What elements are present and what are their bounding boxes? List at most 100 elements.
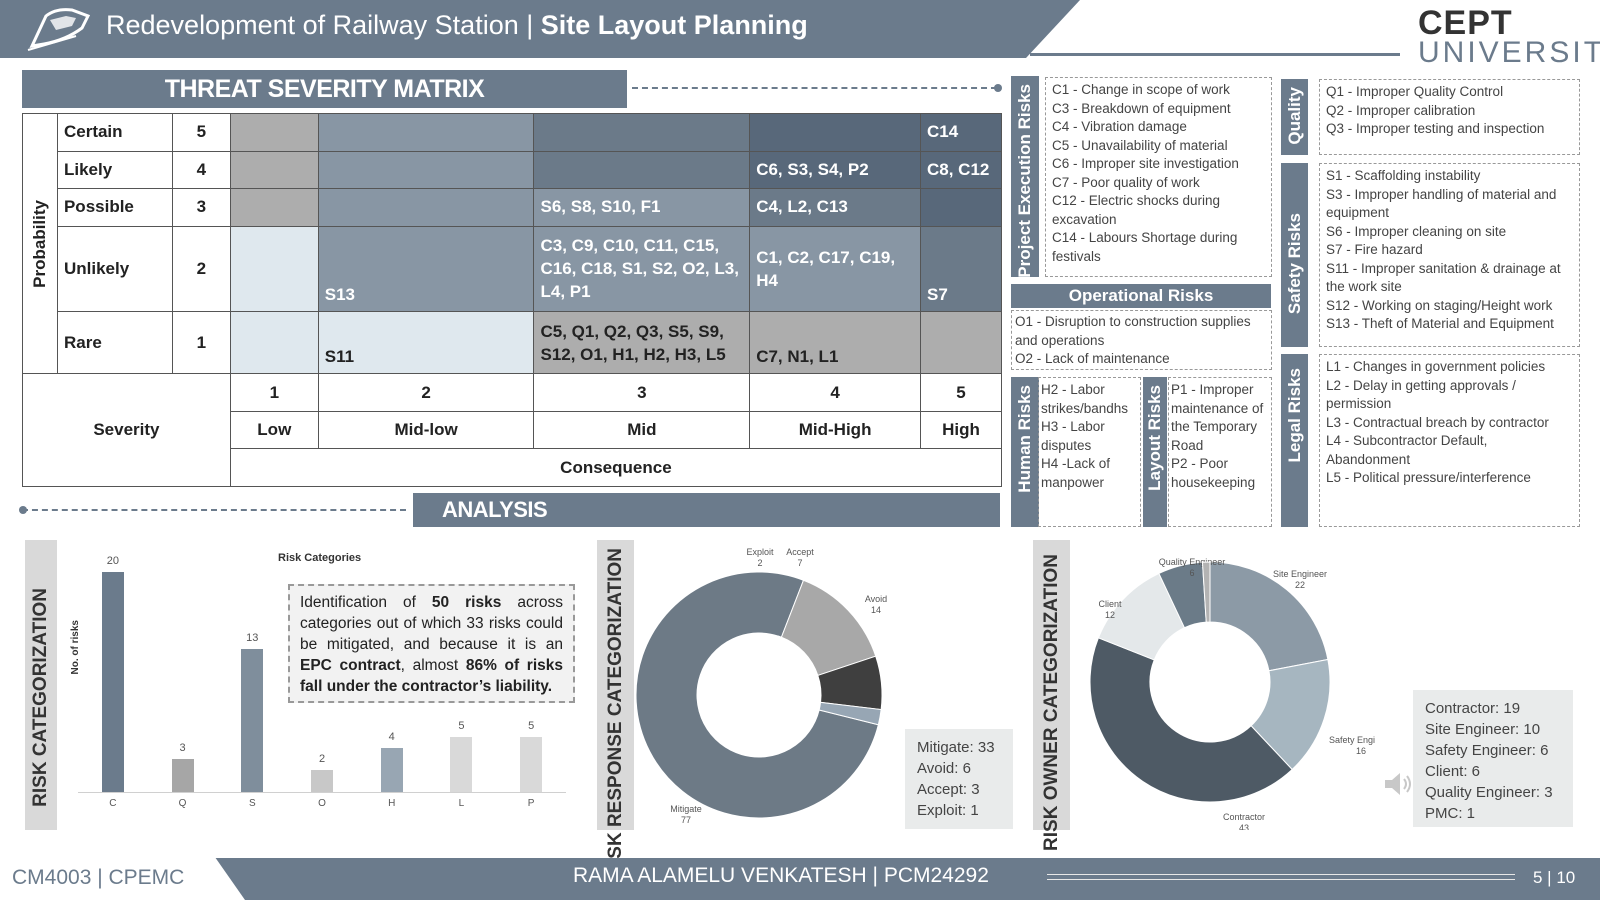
- slice-label: Avoid: [865, 594, 887, 604]
- slice-label: Client: [1098, 599, 1122, 609]
- bar-category-label: P: [527, 798, 535, 809]
- author-name: RAMA ALAMELU VENKATESH | PCM24292: [573, 864, 989, 887]
- severity-label: Severity: [22, 373, 231, 487]
- matrix-cell: [317, 150, 535, 189]
- matrix-cell: C14: [920, 113, 1002, 152]
- slice-site-engineer: [1209, 561, 1329, 672]
- bar-category-label: S: [248, 798, 256, 809]
- train-icon: [27, 8, 91, 51]
- bar-O: [311, 770, 333, 792]
- slice-value: 14: [871, 605, 881, 615]
- slice-value: 2: [757, 558, 762, 568]
- matrix-cell: S6, S8, S10, F1: [533, 188, 751, 227]
- matrix-cell: [229, 150, 319, 189]
- risk-categorization-sidebar: RISK CATEGORIZATION: [25, 540, 57, 830]
- footer-lines: [1047, 874, 1515, 880]
- risk-summary-note: Identification of 50 risks across catego…: [288, 584, 575, 703]
- matrix-cell: C5, Q1, Q2, Q3, S5, S9, S12, O1, H1, H2,…: [533, 310, 751, 375]
- prob-label: Possible: [56, 188, 173, 227]
- consequence-label: Consequence: [229, 448, 1003, 487]
- slice-label: Quality Engineer: [1159, 557, 1226, 567]
- matrix-cell: S7: [920, 225, 1002, 312]
- page-number: 5 | 10: [1533, 868, 1576, 887]
- bar-value-label: 2: [318, 753, 326, 765]
- bar-category-label: L: [458, 798, 465, 809]
- prob-num: 1: [171, 310, 231, 375]
- project-execution-risks-list: C1 - Change in scope of work C3 - Breakdo…: [1045, 77, 1272, 277]
- bar-value-label: 4: [388, 731, 395, 743]
- severity-name: Mid-low: [317, 410, 535, 450]
- slice-contractor: [1089, 637, 1293, 803]
- bar-Q: [171, 759, 194, 792]
- bar-value-label: 5: [458, 720, 465, 732]
- project-execution-risks-header: Project Execution Risks: [1011, 76, 1039, 278]
- slice-label: Mitigate: [670, 804, 702, 814]
- probability-axis: Probability: [22, 112, 58, 375]
- analysis-title: ANALYSIS: [413, 493, 1000, 527]
- safety-risks-list: S1 - Scaffolding instability S3 - Imprope…: [1319, 163, 1580, 347]
- matrix-cell: [317, 113, 535, 152]
- prob-num: 5: [171, 113, 231, 152]
- human-risks-header: Human Risks: [1011, 377, 1039, 527]
- severity-num: 4: [749, 373, 921, 412]
- matrix-cell: C3, C9, C10, C11, C15, C16, C18, S1, S2,…: [533, 225, 751, 312]
- matrix-cell: C4, L2, C13: [749, 188, 921, 227]
- matrix-cell: C7, N1, L1: [749, 310, 921, 375]
- speaker-icon[interactable]: [1382, 770, 1416, 798]
- risk-response-sidebar: RISK RESPONSE CATEGORIZATION: [597, 540, 634, 878]
- slice-label: Safety Engineer: [1329, 735, 1375, 745]
- legal-risks-list: L1 - Changes in government policies L2 - …: [1319, 354, 1580, 527]
- safety-risks-header: Safety Risks: [1281, 163, 1308, 347]
- quality-risks-list: Q1 - Improper Quality Control Q2 - Improp…: [1319, 79, 1580, 155]
- matrix-cell: [749, 113, 921, 152]
- bar-value-label: 20: [106, 555, 119, 567]
- bar-S: [241, 649, 264, 792]
- legal-risks-header: Legal Risks: [1281, 354, 1308, 527]
- matrix-cell: [229, 188, 319, 227]
- layout-risks-list: P1 - Improper maintenance of the Tempora…: [1168, 377, 1272, 527]
- operational-risks-header: Operational Risks: [1011, 284, 1271, 308]
- matrix-cell: [317, 188, 535, 227]
- bar-category-label: C: [109, 798, 117, 809]
- matrix-cell: C8, C12: [920, 150, 1002, 189]
- matrix-cell: S11: [317, 310, 535, 375]
- risk-response-legend: Mitigate: 33 Avoid: 6 Accept: 3 Exploit: 1: [905, 729, 1013, 829]
- matrix-cell: [229, 113, 319, 152]
- risk-owner-sidebar: RISK OWNER CATEGORIZATION: [1033, 540, 1070, 851]
- severity-name: Mid: [533, 410, 751, 450]
- prob-num: 2: [171, 225, 231, 312]
- prob-num: 4: [171, 150, 231, 189]
- severity-name: Mid-High: [749, 410, 921, 450]
- header-bar: [0, 0, 1080, 58]
- matrix-cell: C6, S3, S4, P2: [749, 150, 921, 189]
- slice-value: 43: [1239, 823, 1249, 830]
- slice-label: Site Engineer: [1273, 569, 1327, 579]
- bar-P: [520, 737, 543, 792]
- prob-label: Likely: [56, 150, 173, 189]
- slice-value: 12: [1105, 610, 1115, 620]
- slice-label: Accept: [786, 547, 814, 557]
- header-underline: [1030, 53, 1400, 56]
- severity-name: High: [920, 410, 1002, 450]
- matrix-cell: C1, C2, C17, C19, H4: [749, 225, 921, 312]
- slice-mitigate: [636, 571, 879, 819]
- prob-label: Certain: [56, 113, 173, 152]
- slice-pmc: [1201, 561, 1211, 623]
- severity-num: 5: [920, 373, 1002, 412]
- bar-category-label: O: [318, 798, 326, 809]
- prob-label: Rare: [56, 310, 173, 375]
- slice-value: 16: [1356, 746, 1366, 756]
- bar-category-label: Q: [178, 798, 187, 809]
- bar-H: [380, 748, 403, 792]
- bar-value-label: 13: [246, 632, 259, 644]
- severity-num: 2: [317, 373, 535, 412]
- connector-dot: [19, 506, 27, 514]
- severity-num: 3: [533, 373, 751, 412]
- operational-risks-list: O1 - Disruption to construction supplies…: [1011, 310, 1272, 370]
- matrix-cell: [229, 225, 319, 312]
- bar-L: [450, 737, 473, 792]
- page-title: Redevelopment of Railway Station | Site …: [106, 10, 808, 40]
- bar-chart-title: Risk Categories: [278, 552, 362, 564]
